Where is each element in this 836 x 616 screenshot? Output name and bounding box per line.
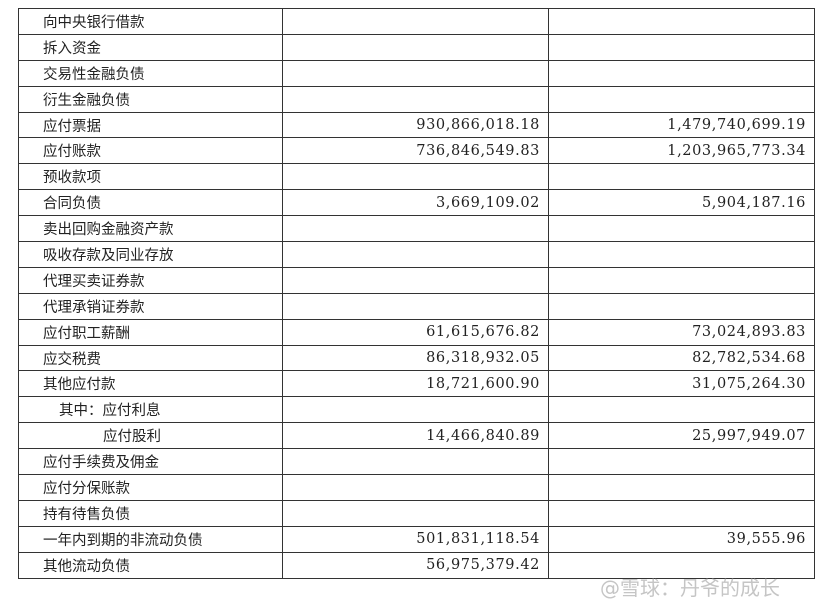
item-name: 交易性金融负债 <box>18 59 283 87</box>
amount-cell <box>548 266 815 294</box>
item-name: 其他应付款 <box>18 370 283 398</box>
table-row: 预收款项 <box>18 163 815 191</box>
item-name: 吸收存款及同业存放 <box>18 241 283 268</box>
amount-cell: 86,318,932.05 <box>282 344 549 372</box>
amount-cell <box>548 448 815 476</box>
table-row: 代理承销证券款 <box>18 292 815 320</box>
amount-cell: 501,831,118.54 <box>282 525 549 553</box>
amount-cell <box>282 8 549 35</box>
table-row: 合同负债 3,669,109.02 5,904,187.16 <box>18 189 815 217</box>
table-row: 其他应付款 18,721,600.90 31,075,264.30 <box>18 370 815 398</box>
item-name: 应付股利 <box>18 422 283 450</box>
item-name: 应交税费 <box>18 344 283 372</box>
table-row: 应付手续费及佣金 <box>18 448 815 476</box>
amount-cell: 61,615,676.82 <box>282 318 549 346</box>
table-row: 衍生金融负债 <box>18 85 815 113</box>
amount-cell: 25,997,949.07 <box>548 422 815 450</box>
item-name: 其中：应付利息 <box>18 396 283 424</box>
item-name: 合同负债 <box>18 189 283 217</box>
amount-cell <box>282 292 549 320</box>
amount-cell: 56,975,379.42 <box>282 551 549 579</box>
amount-cell <box>282 448 549 476</box>
item-name: 应付账款 <box>18 137 283 165</box>
item-name: 应付票据 <box>18 111 283 139</box>
amount-cell <box>282 85 549 113</box>
amount-cell: 5,904,187.16 <box>548 189 815 217</box>
amount-cell <box>548 33 815 61</box>
item-name: 代理承销证券款 <box>18 292 283 320</box>
amount-cell: 1,203,965,773.34 <box>548 137 815 165</box>
item-name: 应付职工薪酬 <box>18 318 283 346</box>
table-row: 应付股利 14,466,840.89 25,997,949.07 <box>18 422 815 450</box>
amount-cell: 31,075,264.30 <box>548 370 815 398</box>
item-name: 代理买卖证券款 <box>18 266 283 294</box>
amount-cell <box>548 396 815 424</box>
amount-cell <box>548 241 815 268</box>
amount-cell: 14,466,840.89 <box>282 422 549 450</box>
table-row: 卖出回购金融资产款 <box>18 215 815 243</box>
amount-cell: 930,866,018.18 <box>282 111 549 139</box>
table-row: 应付分保账款 <box>18 474 815 501</box>
table-row: 拆入资金 <box>18 33 815 61</box>
amount-cell: 18,721,600.90 <box>282 370 549 398</box>
amount-cell <box>282 59 549 87</box>
amount-cell: 82,782,534.68 <box>548 344 815 372</box>
item-name: 其他流动负债 <box>18 551 283 579</box>
table-row: 其中：应付利息 <box>18 396 815 424</box>
amount-cell <box>548 292 815 320</box>
amount-cell <box>282 215 549 243</box>
item-name: 衍生金融负债 <box>18 85 283 113</box>
item-name: 拆入资金 <box>18 33 283 61</box>
liability-table: 向中央银行借款 拆入资金 交易性金融负债 衍生金融负债 应付票据 930,866,018.… <box>18 8 815 579</box>
item-name: 卖出回购金融资产款 <box>18 215 283 243</box>
amount-cell <box>282 266 549 294</box>
amount-cell <box>282 163 549 191</box>
item-name: 持有待售负债 <box>18 499 283 527</box>
table-row: 一年内到期的非流动负债 501,831,118.54 39,555.96 <box>18 525 815 553</box>
table-row: 代理买卖证券款 <box>18 266 815 294</box>
item-name: 应付手续费及佣金 <box>18 448 283 476</box>
table-row: 应交税费 86,318,932.05 82,782,534.68 <box>18 344 815 372</box>
item-name: 一年内到期的非流动负债 <box>18 525 283 553</box>
amount-cell <box>282 241 549 268</box>
amount-cell: 3,669,109.02 <box>282 189 549 217</box>
item-name: 应付分保账款 <box>18 474 283 501</box>
item-name: 向中央银行借款 <box>18 8 283 35</box>
amount-cell <box>548 85 815 113</box>
table-row: 应付账款 736,846,549.83 1,203,965,773.34 <box>18 137 815 165</box>
amount-cell <box>548 499 815 527</box>
table-row: 吸收存款及同业存放 <box>18 241 815 268</box>
amount-cell <box>548 8 815 35</box>
amount-cell: 736,846,549.83 <box>282 137 549 165</box>
watermark: @雪球：丹爷的成长 <box>600 576 780 600</box>
table-row: 持有待售负债 <box>18 499 815 527</box>
amount-cell <box>548 163 815 191</box>
amount-cell <box>282 396 549 424</box>
amount-cell <box>548 215 815 243</box>
table-row: 交易性金融负债 <box>18 59 815 87</box>
table-row: 其他流动负债 56,975,379.42 <box>18 551 815 579</box>
item-name: 预收款项 <box>18 163 283 191</box>
amount-cell <box>548 551 815 579</box>
amount-cell: 73,024,893.83 <box>548 318 815 346</box>
amount-cell <box>548 474 815 501</box>
amount-cell: 1,479,740,699.19 <box>548 111 815 139</box>
table-row: 向中央银行借款 <box>18 8 815 35</box>
amount-cell <box>282 499 549 527</box>
table-row: 应付职工薪酬 61,615,676.82 73,024,893.83 <box>18 318 815 346</box>
amount-cell: 39,555.96 <box>548 525 815 553</box>
amount-cell <box>282 33 549 61</box>
table-row: 应付票据 930,866,018.18 1,479,740,699.19 <box>18 111 815 139</box>
amount-cell <box>548 59 815 87</box>
amount-cell <box>282 474 549 501</box>
